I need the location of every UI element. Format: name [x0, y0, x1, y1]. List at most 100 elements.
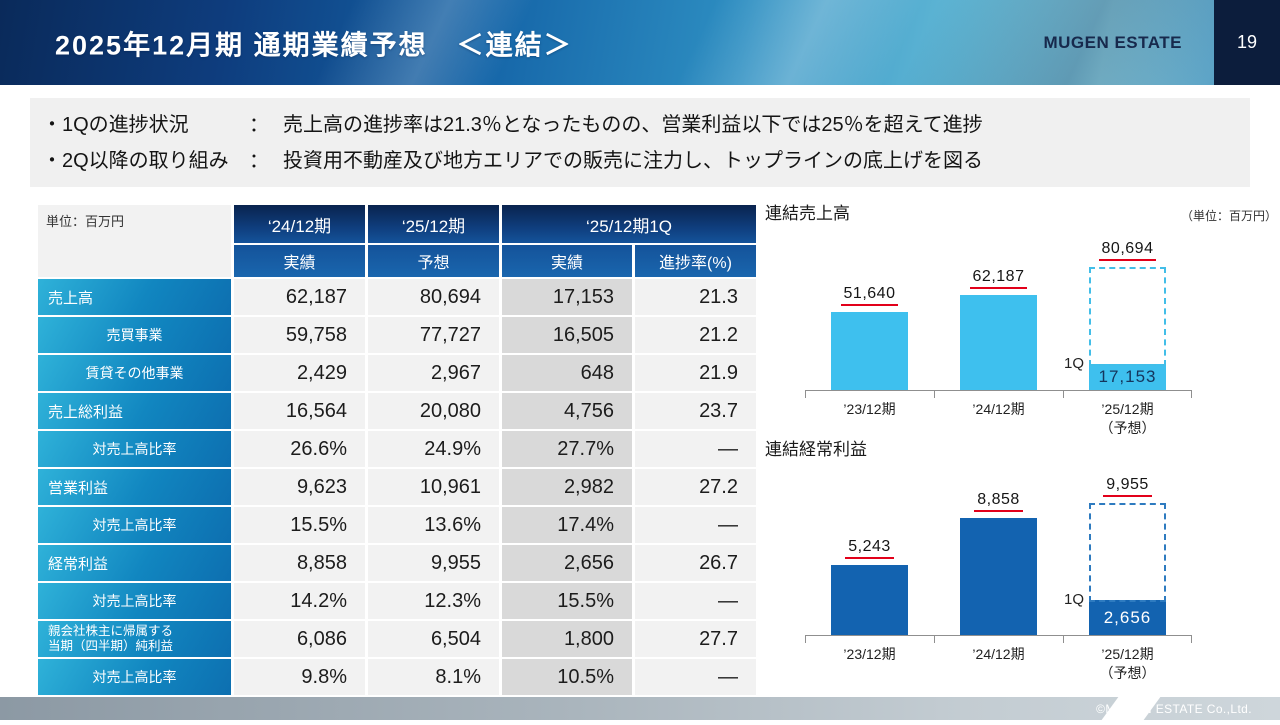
page-title: 2025年12月期 通期業績予想 ＜連結＞	[55, 30, 573, 60]
bar	[831, 312, 908, 390]
category-label: ’23/12期	[843, 646, 896, 662]
chart-bar-slot: 17,153 1Q 80,694	[1063, 232, 1192, 390]
table-cell-value: 27.7	[635, 621, 756, 657]
summary-line: ・2Q以降の取り組み ： 投資用不動産及び地方エリアでの販売に注力し、トップライ…	[42, 143, 1250, 179]
table-cell-value: 21.9	[635, 355, 756, 391]
bar-value-label: 80,694	[1098, 240, 1157, 261]
summary-separator: ：	[249, 114, 269, 136]
table-subcolumn-header: 実績	[234, 245, 365, 277]
table-unit-note: 単位：百万円	[38, 205, 231, 277]
chart-title: 連結経常利益	[765, 440, 867, 459]
table-cell-value: 16,564	[234, 393, 365, 429]
table-cell-value: 80,694	[368, 279, 499, 315]
chart-bar-slot: 8,858	[934, 468, 1063, 635]
table-cell-value: 10,961	[368, 469, 499, 505]
summary-separator: ：	[249, 150, 269, 172]
table-cell-value: 62,187	[234, 279, 365, 315]
table-row-label: 対売上高比率	[38, 507, 231, 543]
table-cell-value: 2,967	[368, 355, 499, 391]
header-band: 2025年12月期 通期業績予想 ＜連結＞ MUGEN ESTATE 19	[0, 0, 1280, 85]
chart-category-axis: ’23/12期 ’24/12期 ’25/12期 （予想）	[805, 645, 1192, 683]
table-cell-value: 20,080	[368, 393, 499, 429]
table-cell-value: 9,623	[234, 469, 365, 505]
table-cell-value: 8.1%	[368, 659, 499, 695]
table-column-header: ‘25/12期	[368, 205, 499, 243]
ordinary-income-chart: 連結経常利益 5,243 8,858 2,656 1Q 9,955 ’23/12期 ’24…	[765, 438, 1280, 683]
table-cell-value: 17.4%	[502, 507, 632, 543]
axis-tick	[934, 635, 935, 643]
page-number: 19	[1214, 0, 1280, 85]
table-cell-value: 2,429	[234, 355, 365, 391]
table-cell-value: 12.3%	[368, 583, 499, 619]
table-cell-value: 15.5%	[234, 507, 365, 543]
table-cell-value: 27.7%	[502, 431, 632, 467]
table-cell-value: 17,153	[502, 279, 632, 315]
axis-tick	[1191, 635, 1192, 643]
table-cell-value: 24.9%	[368, 431, 499, 467]
table-cell-value: 6,504	[368, 621, 499, 657]
axis-tick	[805, 635, 806, 643]
table-cell-value: 1,800	[502, 621, 632, 657]
table-cell-value: 15.5%	[502, 583, 632, 619]
axis-tick	[1191, 390, 1192, 398]
table-cell-value: 21.3	[635, 279, 756, 315]
category-label: ’24/12期	[972, 646, 1025, 662]
category-label: ’25/12期 （予想）	[1099, 646, 1156, 681]
table-cell-value: 8,858	[234, 545, 365, 581]
bar-value-label: 9,955	[1103, 476, 1152, 497]
q1-bar: 2,656	[1089, 600, 1166, 635]
category-label: ’23/12期	[843, 401, 896, 417]
summary-text: 売上高の進捗率は21.3％となったものの、営業利益以下では25％を超えて進捗	[283, 114, 983, 136]
chart-plot: 5,243 8,858 2,656 1Q 9,955	[805, 468, 1192, 643]
table-cell-value: 23.7	[635, 393, 756, 429]
chart-header: 連結売上高 （単位：百万円）	[765, 202, 1280, 224]
chart-bar-slot: 51,640	[805, 232, 934, 390]
table-column-header: ‘24/12期	[234, 205, 365, 243]
category-label: ’24/12期	[972, 401, 1025, 417]
table-cell-value: ―	[635, 583, 756, 619]
financial-table: 単位：百万円 ‘24/12期 ‘25/12期 ‘25/12期1Q 実績 予想 実績 進捗率(%…	[38, 205, 756, 695]
q1-marker: 1Q	[1064, 591, 1085, 608]
table-cell-value: 13.6%	[368, 507, 499, 543]
table-row-label: 売上高	[38, 279, 231, 315]
chart-bar-slot: 62,187	[934, 232, 1063, 390]
table-row-label: 売上総利益	[38, 393, 231, 429]
sales-chart: 連結売上高 （単位：百万円） 51,640 62,187 17,153 1Q 80,69…	[765, 202, 1280, 438]
table-row-label: 営業利益	[38, 469, 231, 505]
table-row-label: 経常利益	[38, 545, 231, 581]
chart-unit-note: （単位：百万円）	[1180, 209, 1277, 223]
table-row-label: 対売上高比率	[38, 431, 231, 467]
table-cell-value: 2,656	[502, 545, 632, 581]
table-subcolumn-header: 実績	[502, 245, 632, 277]
bar-value-label: 51,640	[840, 285, 899, 306]
table-row-label: 賃貸その他事業	[38, 355, 231, 391]
footer-band: ©MUGEN ESTATE Co.,Ltd.	[0, 692, 1280, 725]
table-cell-value: ―	[635, 431, 756, 467]
table-cell-value: 9.8%	[234, 659, 365, 695]
table-cell-value: 21.2	[635, 317, 756, 353]
bar	[960, 295, 1037, 390]
table-cell-value: 6,086	[234, 621, 365, 657]
table-cell-value: 648	[502, 355, 632, 391]
table-row-label: 親会社株主に帰属する 当期（四半期）純利益	[38, 621, 231, 657]
axis-tick	[805, 390, 806, 398]
table-subcolumn-header: 進捗率(%)	[635, 245, 756, 277]
bar	[960, 518, 1037, 635]
table-cell-value: 16,505	[502, 317, 632, 353]
q1-bar: 17,153	[1089, 364, 1166, 390]
axis-tick	[1063, 635, 1064, 643]
table-cell-value: ―	[635, 659, 756, 695]
copyright-text: ©MUGEN ESTATE Co.,Ltd.	[1096, 701, 1252, 716]
chart-bar-slot: 5,243	[805, 468, 934, 635]
bar-value-label: 62,187	[969, 268, 1028, 289]
bar	[831, 565, 908, 635]
forecast-dashed-box	[1089, 503, 1166, 602]
summary-box: ・1Qの進捗状況 ： 売上高の進捗率は21.3％となったものの、営業利益以下では…	[30, 98, 1250, 187]
table-cell-value: 26.6%	[234, 431, 365, 467]
table-cell-value: 14.2%	[234, 583, 365, 619]
chart-plot: 51,640 62,187 17,153 1Q 80,694	[805, 232, 1192, 398]
table-cell-value: 27.2	[635, 469, 756, 505]
table-cell-value: 26.7	[635, 545, 756, 581]
chart-category-axis: ’23/12期 ’24/12期 ’25/12期 （予想）	[805, 400, 1192, 438]
category-label: ’25/12期 （予想）	[1099, 401, 1156, 436]
